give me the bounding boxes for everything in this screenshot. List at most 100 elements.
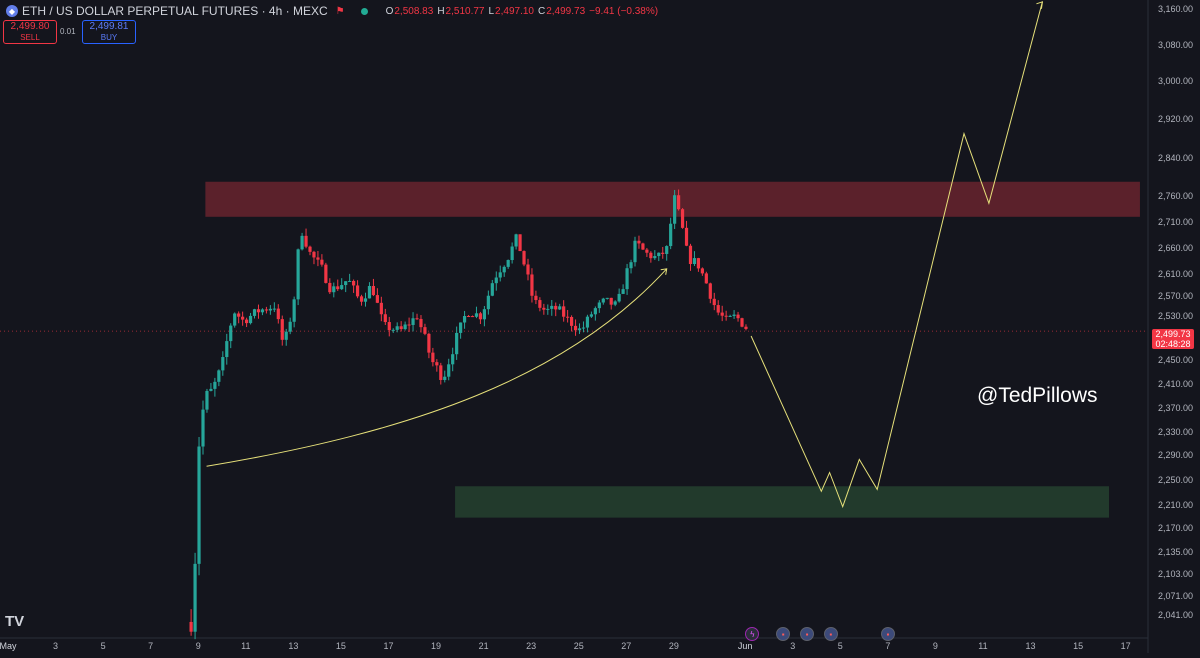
curved-trendline bbox=[206, 268, 668, 467]
last-price-value: 2,499.73 bbox=[1155, 329, 1191, 339]
candle-body bbox=[379, 302, 383, 315]
candle-body bbox=[538, 300, 542, 308]
candle-body bbox=[344, 281, 348, 286]
buy-price: 2,499.81 bbox=[89, 20, 129, 32]
candle-body bbox=[649, 252, 653, 259]
candle-body bbox=[617, 293, 621, 302]
candle-body bbox=[193, 563, 197, 632]
y-tick-label: 2,710.00 bbox=[1158, 217, 1193, 227]
candle-body bbox=[502, 266, 506, 273]
candle-body bbox=[403, 324, 407, 330]
candle-body bbox=[264, 309, 269, 311]
projection-path bbox=[750, 1, 1043, 509]
candle-body bbox=[720, 312, 724, 316]
candle-body bbox=[332, 286, 336, 293]
x-tick-label: 5 bbox=[838, 641, 843, 651]
candle-body bbox=[546, 308, 550, 310]
candle-body bbox=[395, 326, 399, 330]
candle-body bbox=[526, 264, 530, 275]
candle-body bbox=[629, 262, 633, 269]
x-tick-label: May bbox=[0, 641, 17, 651]
candle-body bbox=[534, 295, 538, 301]
x-tick-label: 21 bbox=[479, 641, 489, 651]
x-tick-label: 7 bbox=[148, 641, 153, 651]
x-tick-label: 15 bbox=[336, 641, 346, 651]
candle-body bbox=[348, 280, 352, 282]
support-zone bbox=[455, 486, 1110, 518]
y-tick-label: 2,450.00 bbox=[1158, 355, 1193, 365]
candle-body bbox=[427, 333, 431, 353]
candle-body bbox=[700, 268, 704, 274]
candle-body bbox=[189, 621, 193, 632]
high-value: 2,510.77 bbox=[445, 5, 485, 17]
candle-body bbox=[359, 296, 364, 302]
us-flag-icon[interactable]: ▪ bbox=[823, 627, 838, 641]
candle-body bbox=[676, 195, 681, 210]
candle-body bbox=[470, 316, 475, 318]
candle-body bbox=[419, 318, 423, 328]
x-tick-label: 13 bbox=[1026, 641, 1036, 651]
us-flag-icon[interactable]: ▪ bbox=[800, 627, 814, 641]
candle-body bbox=[744, 326, 748, 329]
candle-body bbox=[498, 272, 502, 278]
sell-button[interactable]: 2,499.80 SELL bbox=[3, 20, 57, 44]
candle-body bbox=[217, 370, 221, 382]
y-tick-label: 2,840.00 bbox=[1158, 153, 1193, 163]
flag-icon[interactable]: ⚑ bbox=[335, 5, 345, 17]
x-tick-label: 7 bbox=[885, 641, 890, 651]
x-tick-label: 3 bbox=[790, 641, 795, 651]
candle-body bbox=[621, 289, 625, 294]
buy-button[interactable]: 2,499.81 BUY bbox=[82, 20, 136, 44]
candle-body bbox=[197, 446, 201, 564]
candle-body bbox=[443, 376, 447, 380]
candle-body bbox=[680, 209, 685, 228]
sell-price: 2,499.80 bbox=[10, 20, 50, 32]
candle-body bbox=[573, 325, 578, 331]
x-tick-label: 27 bbox=[621, 641, 631, 651]
candle-body bbox=[712, 298, 716, 306]
candle-body bbox=[209, 388, 213, 391]
candle-body bbox=[455, 332, 459, 355]
candle-body bbox=[633, 240, 637, 263]
y-tick-label: 2,530.00 bbox=[1158, 311, 1193, 321]
x-tick-label: 19 bbox=[431, 641, 441, 651]
candle-body bbox=[605, 297, 609, 299]
candle-body bbox=[692, 258, 697, 265]
symbol-title[interactable]: ETH / US DOLLAR PERPETUAL FUTURES · 4h ·… bbox=[22, 4, 328, 18]
candle-body bbox=[510, 246, 514, 261]
low-label: L bbox=[488, 5, 495, 17]
low-value: 2,497.10 bbox=[495, 5, 534, 17]
projection-arrowhead bbox=[1036, 1, 1044, 9]
candle-body bbox=[657, 252, 661, 257]
candle-body bbox=[304, 235, 308, 247]
tradingview-logo[interactable]: TV bbox=[5, 613, 25, 630]
x-tick-label: 5 bbox=[101, 641, 106, 651]
candle-body bbox=[423, 327, 427, 334]
candle-body bbox=[474, 313, 479, 317]
candle-body bbox=[296, 249, 300, 300]
candle-body bbox=[276, 308, 280, 320]
us-flag-icon[interactable]: ▪ bbox=[880, 627, 895, 641]
us-flag-icon[interactable]: ▪ bbox=[776, 627, 791, 641]
y-tick-label: 2,610.00 bbox=[1158, 269, 1193, 279]
x-tick-label: 17 bbox=[383, 641, 393, 651]
x-tick-label: 11 bbox=[978, 641, 987, 651]
candle-body bbox=[324, 264, 328, 283]
candle-body bbox=[522, 251, 526, 265]
x-tick-label: 15 bbox=[1073, 641, 1083, 651]
candle-body bbox=[280, 319, 284, 340]
x-tick-label: 9 bbox=[933, 641, 938, 651]
price-axis-panel bbox=[1148, 0, 1200, 653]
y-tick-label: 2,103.00 bbox=[1158, 569, 1193, 579]
lightning-icon[interactable]: ϟ bbox=[745, 627, 760, 641]
candle-body bbox=[542, 307, 546, 310]
ethereum-icon: ◆ bbox=[6, 5, 18, 17]
y-tick-label: 2,071.00 bbox=[1158, 591, 1193, 601]
x-tick-label: 17 bbox=[1121, 641, 1131, 651]
candle-body bbox=[268, 308, 272, 311]
candle-body bbox=[248, 315, 253, 324]
buy-label: BUY bbox=[100, 32, 118, 42]
candle-body bbox=[241, 316, 245, 320]
